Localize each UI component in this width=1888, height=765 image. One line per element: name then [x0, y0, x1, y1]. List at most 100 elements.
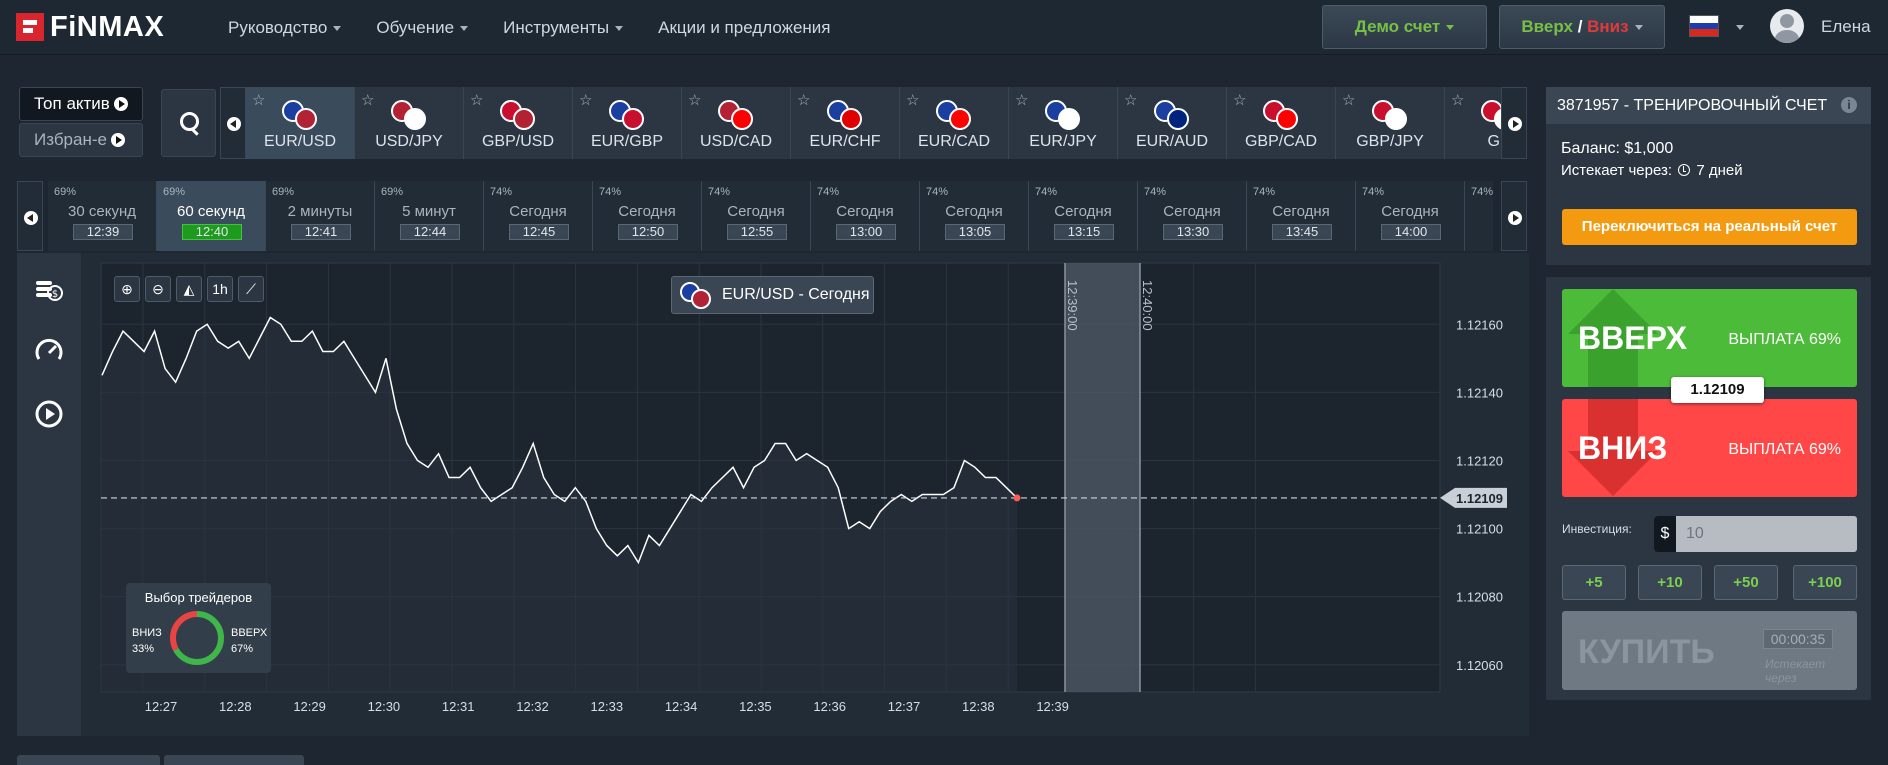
speedometer-icon[interactable] [33, 335, 65, 367]
expiry-option[interactable]: 69% 2 минуты 12:41 [266, 181, 375, 251]
add-10-button[interactable]: +10 [1638, 565, 1702, 600]
expiry-option[interactable]: 69% 5 минут 12:44 [375, 181, 484, 251]
account-expiry: Истекает через: 7 дней [1546, 158, 1871, 179]
timeframe-1h-button[interactable]: 1h [207, 276, 233, 302]
asset-tile[interactable]: ☆ USD/JPY [355, 87, 464, 159]
asset-tile[interactable]: ☆ GBP/USD [464, 87, 573, 159]
add-5-button[interactable]: +5 [1562, 565, 1626, 600]
star-icon[interactable]: ☆ [1124, 92, 1138, 109]
asset-tile[interactable]: ☆ EUR/CHF [791, 87, 900, 159]
expiry-option[interactable]: 74% Сегодня 13:45 [1247, 181, 1356, 251]
star-icon[interactable]: ☆ [906, 92, 920, 109]
star-icon[interactable]: ☆ [1342, 92, 1356, 109]
traders-title: Выбор трейдеров [144, 590, 253, 605]
info-icon[interactable]: i [1841, 97, 1857, 113]
nav-learning[interactable]: Обучение [376, 17, 469, 38]
zoom-in-icon[interactable]: ⊕ [114, 276, 140, 302]
favorites-button[interactable]: Избран-е [19, 123, 143, 157]
us-flag-icon [691, 289, 711, 309]
star-icon[interactable]: ☆ [1451, 92, 1465, 109]
asset-tile[interactable]: ☆ GBP/JPY [1336, 87, 1445, 159]
expiry-label: 2 минуты [287, 203, 353, 220]
mode-separator: / [1572, 17, 1588, 36]
add-50-button[interactable]: +50 [1714, 565, 1778, 600]
expiry-payout: 74% [708, 186, 731, 198]
buy-button[interactable]: КУПИТЬ 00:00:35 Истекает через [1562, 611, 1857, 690]
asset-tile[interactable]: ☆ EUR/GBP [573, 87, 682, 159]
demo-account-button[interactable]: Демо счет [1322, 5, 1487, 49]
investment-input[interactable] [1686, 525, 1836, 543]
star-icon[interactable]: ☆ [470, 92, 484, 109]
finmax-logo[interactable]: FiNMAX [16, 11, 164, 43]
expiry-option[interactable]: 74% Сегодня 13:05 [920, 181, 1029, 251]
expiry-option[interactable]: 74% Сегодня 12:45 [484, 181, 593, 251]
asset-pair-label: EUR/CAD [917, 133, 990, 150]
currency-flags-icon [1372, 100, 1412, 130]
expiry-option[interactable]: 74% Сегодня 12:55 [702, 181, 811, 251]
bottom-tab-2[interactable] [164, 755, 304, 765]
nav-learning-label: Обучение [376, 17, 455, 37]
expiry-option[interactable]: 74% Сегодня 14:00 [1356, 181, 1465, 251]
area-chart-icon[interactable]: ◭ [176, 276, 202, 302]
expiry-label: Сегодня [509, 203, 567, 220]
nav-guide[interactable]: Руководство [228, 18, 342, 38]
asset-pair-label: GB [1487, 133, 1506, 150]
times-scroll-left-button[interactable] [17, 181, 43, 251]
star-icon[interactable]: ☆ [1233, 92, 1247, 109]
expiry-option[interactable]: 74% Сегодня 13:30 [1138, 181, 1247, 251]
asset-tile[interactable]: ☆ EUR/CAD [900, 87, 1009, 159]
star-icon[interactable]: ☆ [1015, 92, 1029, 109]
currency-flags-icon [609, 100, 649, 130]
switch-to-real-button[interactable]: Переключиться на реальный счет [1562, 209, 1857, 245]
call-up-button[interactable]: ВВЕРХ ВЫПЛАТА 69% [1562, 289, 1857, 387]
expiry-option[interactable]: 74% Сегодня 12:50 [593, 181, 702, 251]
language-chevron-icon[interactable] [1736, 25, 1744, 30]
chevron-down-icon [333, 25, 342, 31]
assets-scroll-right-button[interactable] [1501, 87, 1527, 159]
add-100-button[interactable]: +100 [1793, 565, 1857, 600]
traders-down: ВНИЗ 33% [132, 625, 162, 657]
nav-promotions[interactable]: Акции и предложения [658, 18, 830, 38]
bottom-tab-1[interactable] [17, 755, 160, 765]
top-assets-button[interactable]: Топ актив [19, 87, 143, 121]
avatar[interactable] [1770, 9, 1804, 43]
asset-tile[interactable]: ☆ EUR/JPY [1009, 87, 1118, 159]
search-button[interactable] [161, 89, 216, 157]
russia-flag-icon[interactable] [1689, 15, 1719, 37]
expiry-time: 13:05 [945, 224, 1005, 240]
star-icon[interactable]: ☆ [797, 92, 811, 109]
updown-mode-button[interactable]: Вверх / Вниз [1499, 5, 1665, 49]
expiry-label: 60 секунд [177, 203, 245, 220]
expiry-time: 12:39 [73, 224, 133, 240]
username[interactable]: Елена [1821, 17, 1871, 36]
asset-tile[interactable]: ☆ EUR/USD [246, 87, 355, 159]
put-down-button[interactable]: ВНИЗ ВЫПЛАТА 69% [1562, 399, 1857, 497]
coins-icon[interactable]: $ [33, 273, 65, 305]
asset-pair-label: GBP/CAD [1244, 133, 1317, 150]
investment-field[interactable]: $ [1654, 516, 1857, 552]
nav-tools[interactable]: Инструменты [503, 18, 624, 38]
expiry-option[interactable]: 74% [1465, 181, 1493, 251]
expiry-option[interactable]: 74% Сегодня 13:15 [1029, 181, 1138, 251]
line-chart-icon[interactable]: ⟋ [238, 276, 264, 302]
times-scroll-right-button[interactable] [1501, 181, 1527, 251]
star-icon[interactable]: ☆ [252, 92, 266, 109]
chart-pair-badge[interactable]: EUR/USD - Сегодня [671, 276, 874, 314]
asset-tile[interactable]: ☆ EUR/AUD [1118, 87, 1227, 159]
zoom-out-icon[interactable]: ⊖ [145, 276, 171, 302]
expiry-label: Сегодня [727, 203, 785, 220]
asset-tile[interactable]: ☆ GBP/CAD [1227, 87, 1336, 159]
asset-tile[interactable]: ☆ USD/CAD [682, 87, 791, 159]
expiry-option[interactable]: 69% 60 секунд 12:40 [157, 181, 266, 251]
account-header: 3871957 - ТРЕНИРОВОЧНЫЙ СЧЕТ i [1546, 87, 1871, 124]
asset-tile[interactable]: ☆ GB [1445, 87, 1506, 159]
star-icon[interactable]: ☆ [688, 92, 702, 109]
traders-up-pct: 67% [231, 643, 254, 655]
assets-scroll-left-button[interactable] [220, 87, 246, 159]
star-icon[interactable]: ☆ [361, 92, 375, 109]
play-circle-icon[interactable] [33, 398, 65, 430]
asset-bar: Топ актив Избран-е ☆ EUR/USD ☆ USD/JPY ☆ GBP/… [17, 87, 1527, 159]
star-icon[interactable]: ☆ [579, 92, 593, 109]
expiry-option[interactable]: 69% 30 секунд 12:39 [48, 181, 157, 251]
expiry-option[interactable]: 74% Сегодня 13:00 [811, 181, 920, 251]
